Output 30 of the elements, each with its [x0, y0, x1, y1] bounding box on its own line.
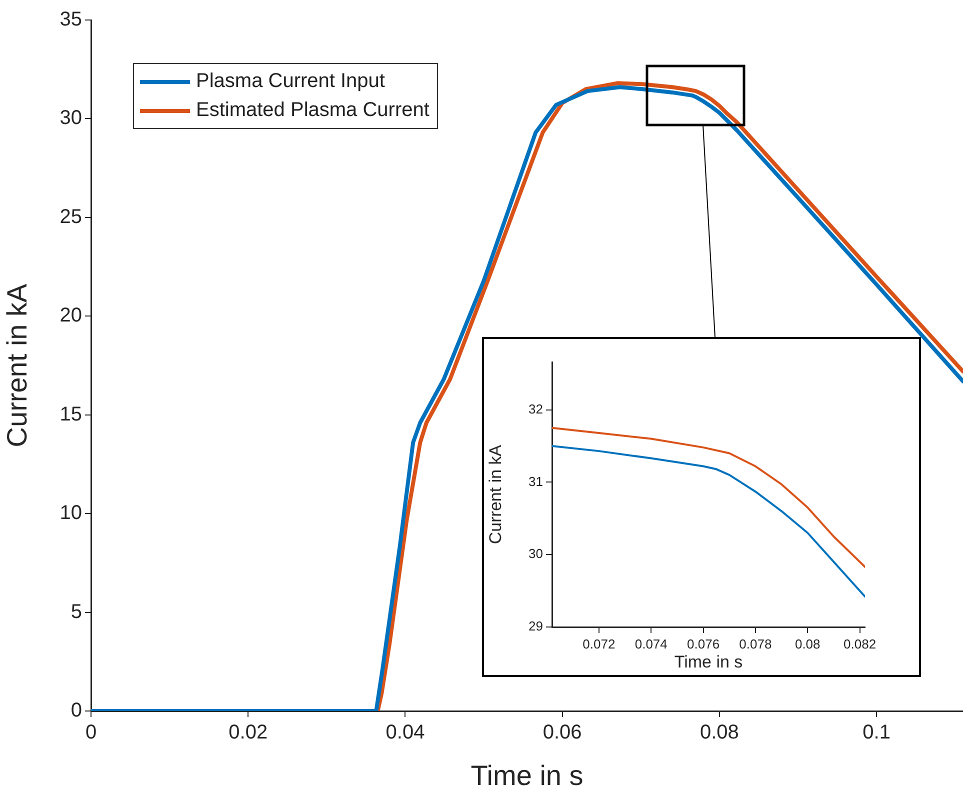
y-tick-label: 15 [60, 403, 82, 426]
y-axis-title: Current in kA [486, 444, 505, 544]
x-tick-label: 0.072 [582, 636, 616, 652]
legend-label: Plasma Current Input [196, 70, 385, 93]
x-tick-label: 0.1 [862, 722, 890, 744]
y-tick-label: 35 [60, 8, 82, 31]
y-tick-label: 30 [528, 546, 543, 562]
y-tick-label: 10 [60, 502, 82, 524]
x-tick-label: 0.08 [700, 722, 739, 744]
y-tick-label: 5 [70, 600, 82, 623]
x-tick-label: 0.074 [634, 636, 668, 652]
y-tick-label: 20 [60, 304, 82, 327]
y-tick-label: 25 [60, 206, 82, 228]
x-tick-label: 0.06 [542, 722, 582, 744]
x-axis-title: Time in s [674, 652, 743, 672]
y-axis-title: Current in kA [2, 283, 33, 448]
x-tick-label: 0.04 [386, 722, 425, 744]
y-tick-label: 32 [528, 401, 543, 416]
y-tick-label: 29 [528, 618, 543, 634]
x-tick-label: 0.076 [687, 636, 720, 652]
y-tick-label: 31 [528, 474, 543, 489]
y-tick-label: 0 [70, 700, 82, 722]
x-axis-title: Time in s [470, 760, 584, 791]
x-tick-label: 0.082 [844, 636, 876, 652]
x-tick-label: 0.08 [794, 636, 820, 652]
y-tick-label: 30 [60, 107, 82, 130]
x-tick-label: 0.078 [739, 636, 772, 652]
x-tick-label: 0 [85, 722, 97, 744]
x-tick-label: 0.02 [228, 722, 268, 744]
legend-label: Estimated Plasma Current [196, 99, 430, 122]
